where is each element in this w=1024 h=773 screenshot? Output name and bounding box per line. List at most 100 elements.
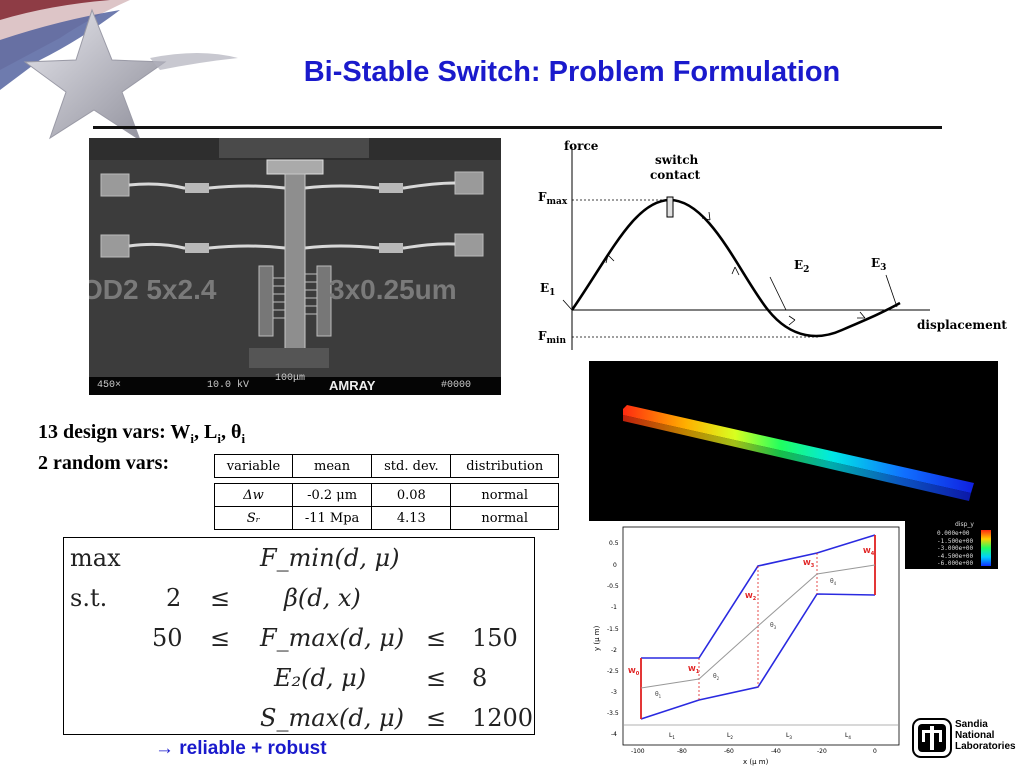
column-header: std. dev. [371,454,452,478]
legend-value: -1.500e+00 [937,537,974,545]
w-label: W3 [803,559,815,569]
table-cell: 0.08 [371,483,452,507]
constraint-expr: β(d, x) [284,584,361,612]
objective-expr: F_min(d, μ) [260,544,400,572]
logo-line: National [955,730,995,741]
constraint-expr: E₂(d, μ) [274,664,367,692]
y-tick: -1 [611,604,617,611]
legend-title: disp_y [955,521,974,528]
logo-line: Laboratories [955,741,1016,752]
y-tick: 0.5 [609,540,619,547]
legend-value: -3.000e+00 [937,545,974,552]
table-cell: Sᵣ [214,506,293,530]
sem-brand: AMRAY [329,378,376,393]
constraint-op: ≤ [210,584,231,612]
table-row: Sᵣ -11 Mpa 4.13 normal [214,506,559,530]
sem-micrograph: OD2 5x2.4 3x0.25um 450× 10.0 kV 100μm AM… [89,138,501,395]
table-cell: 4.13 [371,506,452,530]
fmin-label: Fmin [538,329,566,346]
w-label: W0 [628,667,640,677]
sem-overlay-left: OD2 5x2.4 [89,274,217,305]
constraint-lower: 2 [166,584,182,612]
x-tick: -20 [817,748,827,755]
random-vars-table: variable mean std. dev. distribution Δw … [214,454,559,530]
logo-line: Sandia [955,719,988,730]
switch-label: switch [655,153,698,167]
fmax-label: Fmax [538,190,568,207]
constraint-upper: 1200 [472,704,534,732]
x-tick: 0 [873,748,877,755]
max-keyword: max [70,544,121,572]
geometry-x-label: x (μ m) [743,758,769,766]
fea-color-legend: disp_y 0.000e+00 -1.500e+00 -3.000e+00 -… [905,521,998,569]
legend-value: -6.000e+00 [937,560,974,567]
w-label: W4 [863,547,875,557]
l-label: L1 [669,732,675,740]
y-tick: -3 [611,689,617,696]
y-tick: -4 [611,731,617,738]
column-header: distribution [450,454,559,478]
sem-info-bar: 450× 10.0 kV 100μm AMRAY #0000 [89,373,501,395]
legend-colorbar [981,530,991,566]
table-cell: normal [450,506,559,530]
w-label: W1 [688,665,700,675]
l-label: L3 [786,732,792,740]
x-tick: -40 [771,748,781,755]
table-row: Δw -0.2 μm 0.08 normal [214,483,559,507]
sem-overlay-right: 3x0.25um [329,274,457,305]
column-header: variable [214,454,293,478]
thunderbird-icon [912,718,952,758]
constraint-op: ≤ [426,704,447,732]
l-label: L2 [727,732,733,740]
sem-image-id: #0000 [441,380,472,391]
constraint-expr: S_max(d, μ) [260,704,404,732]
x-tick: -100 [631,748,645,755]
sandia-logo: Sandia National Laboratories [912,716,1016,760]
x-tick: -80 [677,748,687,755]
sem-scale: 100μm [275,373,306,384]
geometry-y-label: y (μ m) [593,625,601,651]
constraint-expr: F_max(d, μ) [260,624,405,652]
theta-label: θ3 [770,622,777,630]
column-header: mean [291,454,373,478]
force-axis-label: force [564,139,599,153]
slide-title: Bi-Stable Switch: Problem Formulation [303,56,841,88]
y-tick: -0.5 [607,583,619,590]
sem-voltage: 10.0 kV [207,380,250,391]
constraint-op: ≤ [426,664,447,692]
constraint-op: ≤ [210,624,231,652]
theta-label: θ4 [830,578,837,586]
sem-magnification: 450× [97,380,122,391]
table-cell: Δw [214,483,293,507]
title-divider [93,126,942,129]
constraint-upper: 8 [472,664,488,692]
arrow-icon: → [155,738,174,759]
constraint-lower: 50 [152,624,183,652]
table-header-row: variable mean std. dev. distribution [214,454,559,478]
constraint-op: ≤ [426,624,447,652]
e3-label: E3 [871,256,886,273]
table-cell: -11 Mpa [291,506,373,530]
optimization-formulation: max F_min(d, μ) s.t. 2 ≤ β(d, x) 50 ≤ F_… [63,537,535,735]
star-logo [0,0,238,140]
constraint-upper: 150 [472,624,518,652]
l-label: L4 [845,732,851,740]
random-vars-label: 2 random vars: [38,452,170,474]
y-tick: -3.5 [607,710,619,717]
e1-label: E1 [540,281,555,298]
force-displacement-diagram: force displacement switch contact Fmax F… [538,139,1007,350]
displacement-axis-label: displacement [917,318,1007,332]
e2-label: E2 [794,258,809,275]
x-tick: -60 [724,748,734,755]
legend-value: -4.500e+00 [937,552,974,560]
design-vars-line: 13 design vars: Wi, Li, θi [38,421,246,446]
y-tick: -2 [611,647,617,654]
geometry-plot-panel: 0.5 0 -0.5 -1 -1.5 -2 -2.5 -3 -3.5 -4 -1… [587,521,905,768]
legend-value: 0.000e+00 [937,530,970,537]
w-label: W2 [745,592,757,602]
y-tick: -1.5 [607,626,619,633]
table-cell: -0.2 μm [291,483,373,507]
theta-label: θ2 [713,673,720,681]
table-cell: normal [450,483,559,507]
contact-label: contact [650,168,701,182]
